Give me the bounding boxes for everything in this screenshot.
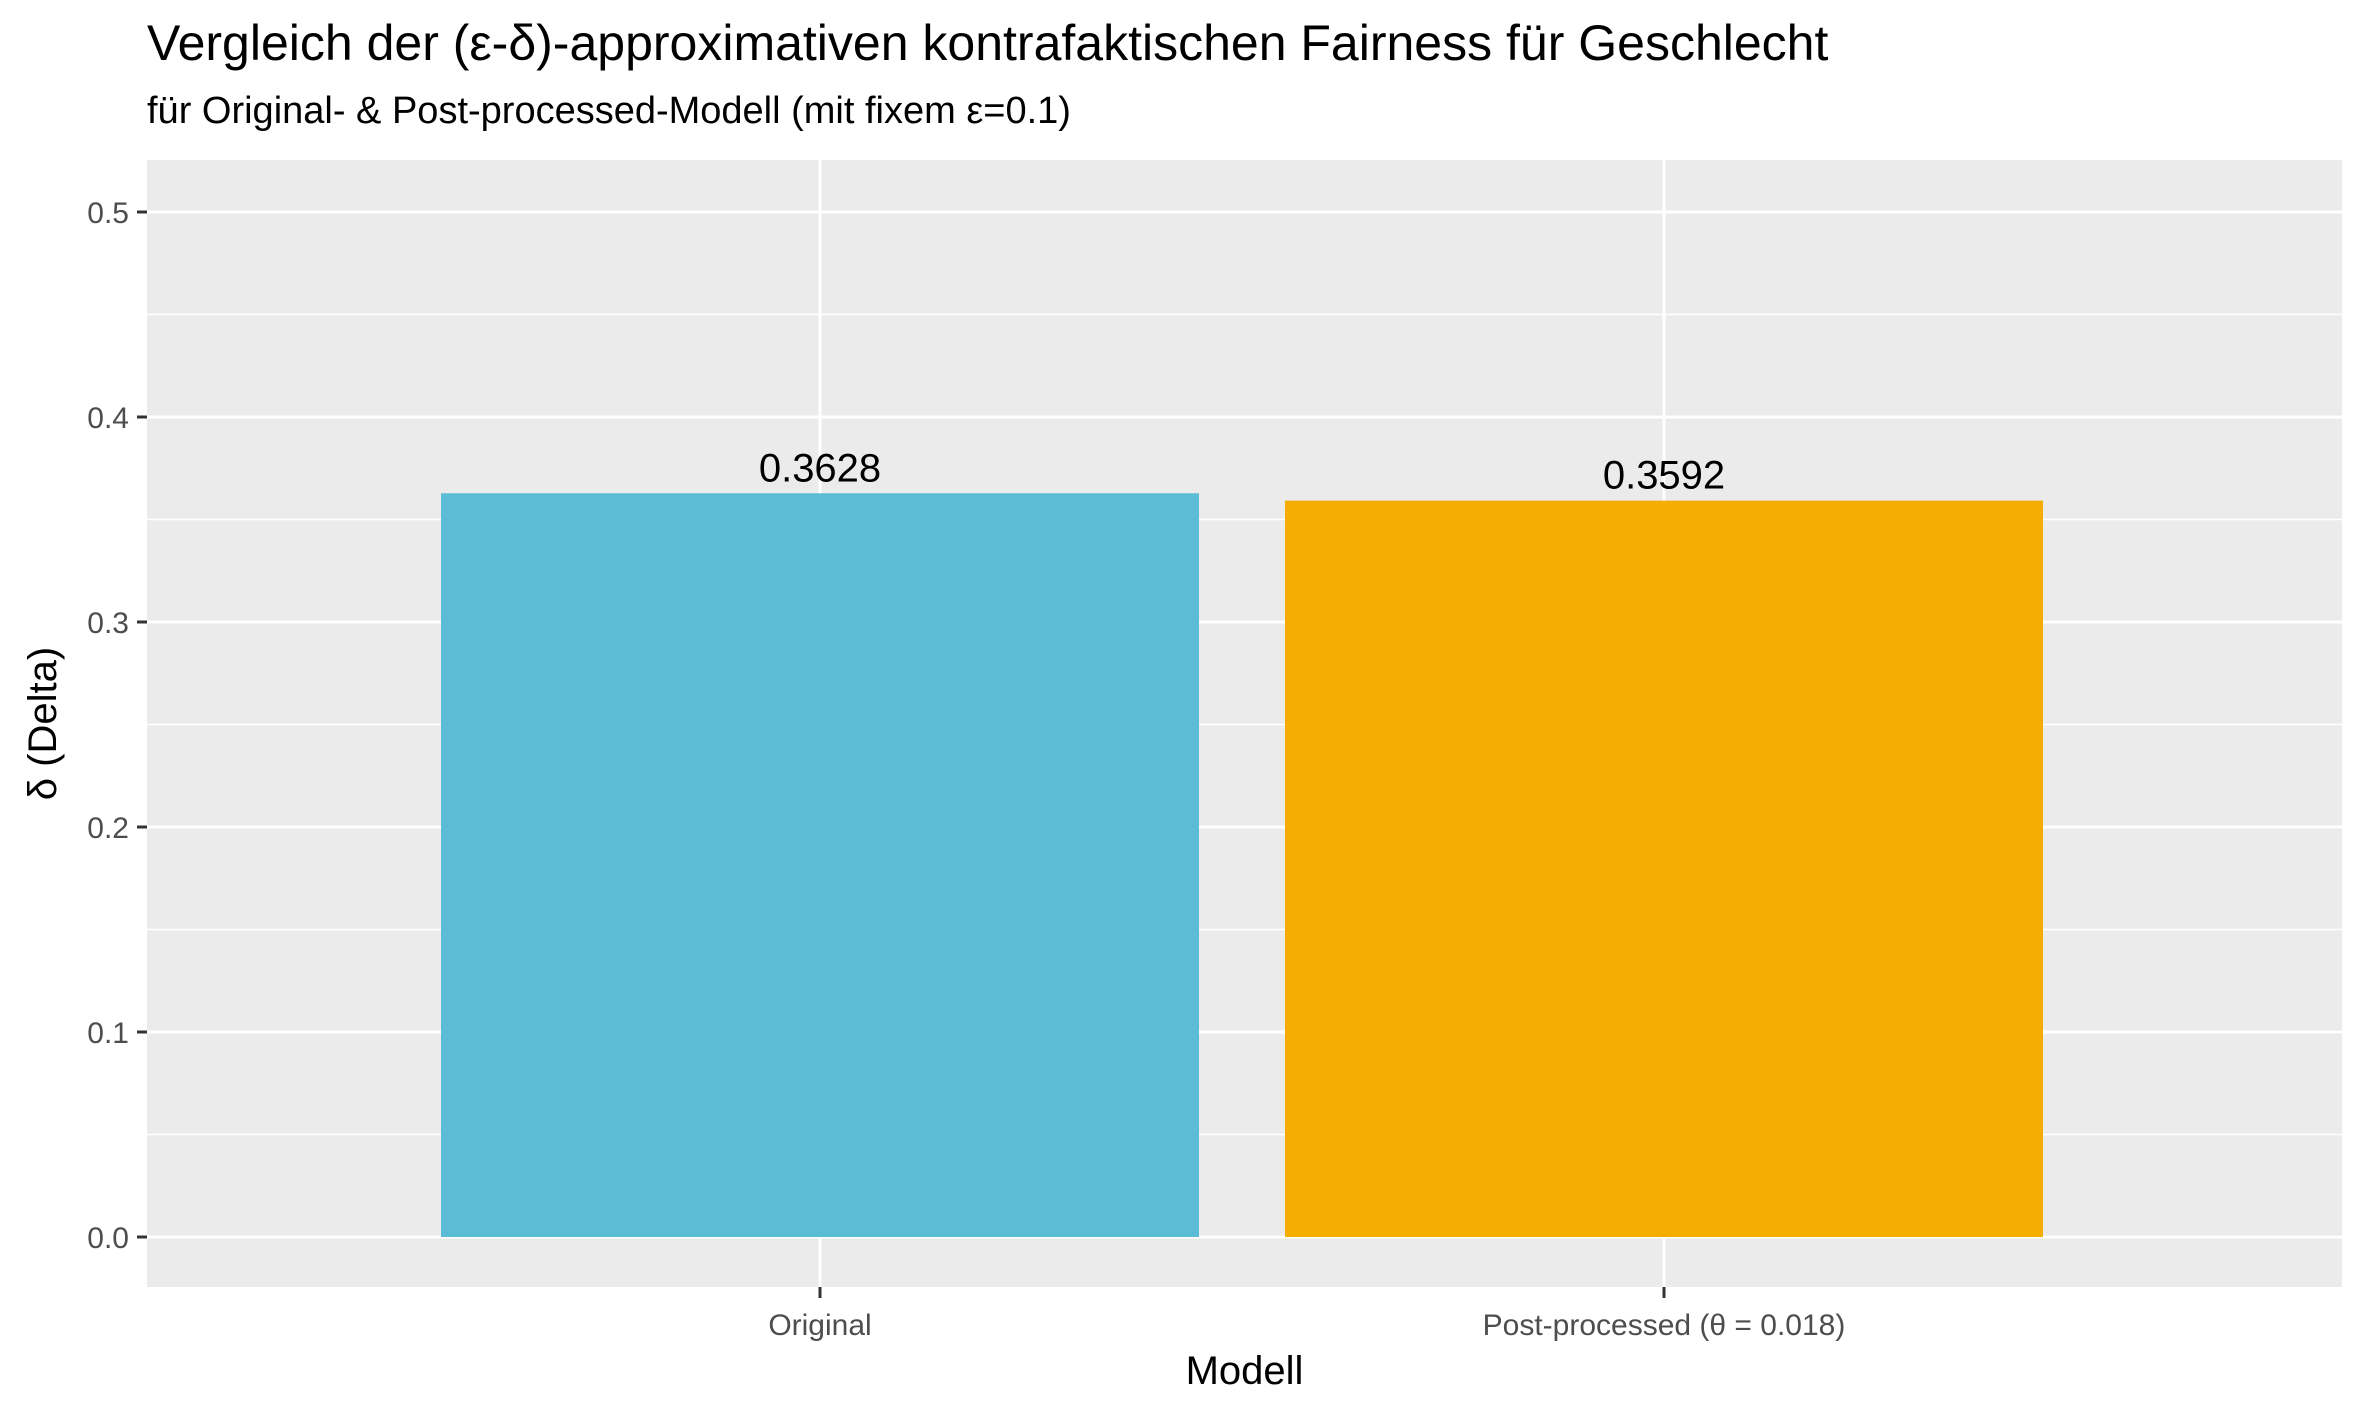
y-tick-label: 0.4 bbox=[87, 402, 129, 435]
bars bbox=[441, 493, 2043, 1237]
data-label: 0.3592 bbox=[1603, 454, 1725, 498]
y-axis: 0.0 0.1 0.2 0.3 0.4 0.5 bbox=[87, 197, 147, 1255]
chart-title: Vergleich der (ε-δ)-approximativen kontr… bbox=[147, 15, 1829, 71]
x-tick-label: Original bbox=[768, 1309, 871, 1342]
data-label: 0.3628 bbox=[759, 446, 881, 490]
bar-post-processed bbox=[1285, 500, 2043, 1237]
y-tick-label: 0.1 bbox=[87, 1017, 129, 1050]
x-axis: Original Post-processed (θ = 0.018) bbox=[768, 1287, 1845, 1342]
y-axis-title: δ (Delta) bbox=[21, 647, 65, 800]
x-tick-label: Post-processed (θ = 0.018) bbox=[1483, 1309, 1846, 1342]
y-tick-label: 0.2 bbox=[87, 812, 129, 845]
data-labels: 0.3628 0.3592 bbox=[759, 446, 1725, 497]
y-tick-label: 0.5 bbox=[87, 197, 129, 230]
chart-subtitle: für Original- & Post-processed-Modell (m… bbox=[147, 90, 1071, 132]
bar-original bbox=[441, 493, 1199, 1237]
y-tick-label: 0.0 bbox=[87, 1222, 129, 1255]
x-axis-title: Modell bbox=[1186, 1349, 1304, 1393]
y-tick-label: 0.3 bbox=[87, 607, 129, 640]
